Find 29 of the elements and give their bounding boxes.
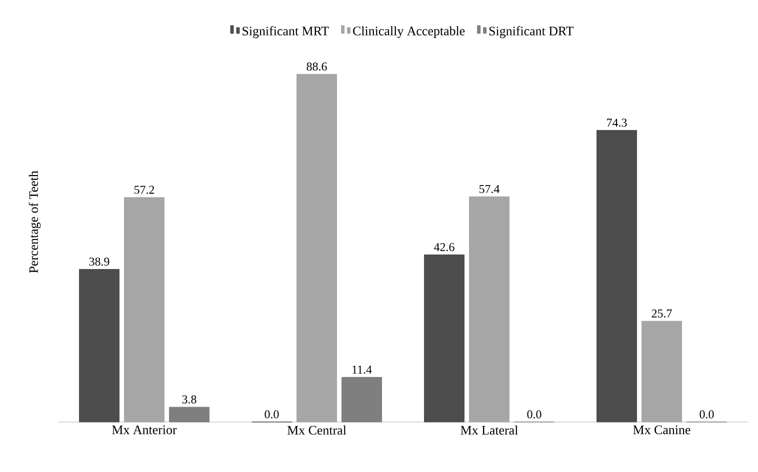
data-label: 57.2 [134, 186, 154, 194]
x-tick-label: Mx Lateral [460, 426, 518, 435]
x-tick-label: Mx Central [287, 426, 346, 435]
legend-label: Significant MRT [242, 26, 329, 38]
bar [79, 269, 120, 422]
bar [469, 196, 510, 422]
data-label: 57.4 [479, 185, 500, 194]
data-label: 11.4 [352, 366, 372, 374]
x-tick-label: Mx Anterior [112, 426, 177, 434]
data-label: 0.0 [700, 410, 714, 418]
y-axis-title: Percentage of Teeth [28, 170, 41, 273]
legend-label: Significant DRT [489, 26, 574, 38]
bar [596, 130, 638, 422]
data-label: 38.9 [89, 258, 110, 266]
data-label: 3.8 [182, 395, 196, 404]
x-tick-label: Mx Canine [633, 426, 690, 434]
bar [642, 320, 682, 422]
bar [342, 376, 382, 422]
bar [296, 74, 338, 422]
data-label: 25.7 [652, 309, 672, 318]
bar [124, 197, 164, 422]
data-label: 0.0 [264, 410, 279, 418]
legend-label: Clinically Acceptable [353, 26, 465, 38]
data-label: 88.6 [306, 62, 327, 71]
bar [169, 406, 210, 422]
bar [424, 254, 465, 422]
data-label: 42.6 [434, 243, 454, 252]
data-label: 0.0 [527, 410, 542, 418]
data-label: 74.3 [607, 118, 627, 127]
